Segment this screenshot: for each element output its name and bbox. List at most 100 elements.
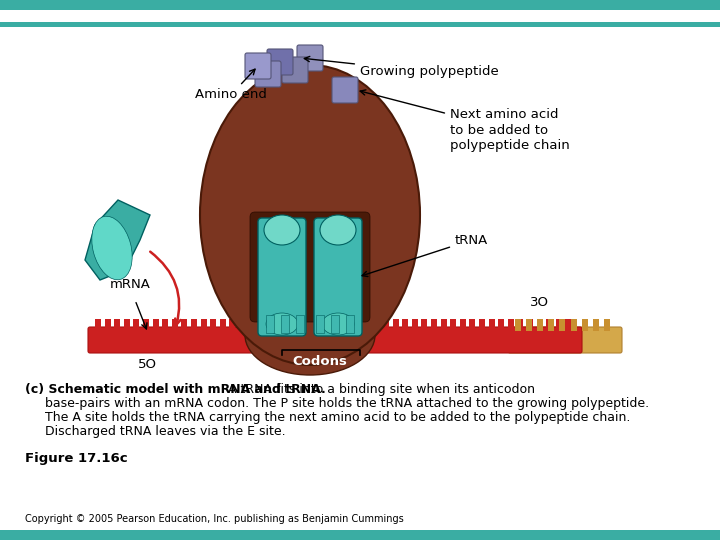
Bar	[469, 319, 475, 331]
Text: Discharged tRNA leaves via the E site.: Discharged tRNA leaves via the E site.	[45, 425, 286, 438]
FancyBboxPatch shape	[245, 53, 271, 79]
Bar	[559, 319, 565, 331]
Bar	[450, 319, 456, 331]
FancyBboxPatch shape	[508, 327, 622, 353]
Text: base-pairs with an mRNA codon. The P site holds the tRNA attached to the growing: base-pairs with an mRNA codon. The P sit…	[45, 397, 649, 410]
Bar	[412, 319, 418, 331]
Bar	[0, 22, 720, 27]
Text: tRNA: tRNA	[362, 233, 488, 276]
Bar	[537, 319, 543, 331]
Bar	[489, 319, 495, 331]
Ellipse shape	[245, 295, 375, 375]
Bar	[546, 319, 552, 331]
Bar	[549, 319, 554, 331]
Text: Amino end: Amino end	[195, 69, 267, 102]
Bar	[239, 319, 245, 331]
Text: (c) Schematic model with mRNA and tRNA.: (c) Schematic model with mRNA and tRNA.	[25, 383, 325, 396]
FancyBboxPatch shape	[297, 45, 323, 71]
Bar	[153, 319, 158, 331]
Bar	[162, 319, 168, 331]
Bar	[181, 319, 187, 331]
Bar	[277, 319, 284, 331]
Bar	[527, 319, 533, 331]
FancyBboxPatch shape	[332, 77, 358, 103]
Bar	[248, 319, 255, 331]
Bar	[316, 315, 324, 333]
Text: Figure 17.16c: Figure 17.16c	[25, 452, 127, 465]
Ellipse shape	[264, 215, 300, 245]
Bar	[392, 319, 399, 331]
Bar	[479, 319, 485, 331]
Bar	[325, 319, 331, 331]
Bar	[526, 319, 532, 331]
Text: Growing polypeptide: Growing polypeptide	[305, 56, 499, 78]
Bar	[431, 319, 437, 331]
Ellipse shape	[322, 313, 354, 335]
FancyBboxPatch shape	[88, 327, 582, 353]
Polygon shape	[85, 200, 150, 280]
Bar	[354, 319, 360, 331]
Bar	[0, 530, 720, 540]
Bar	[515, 319, 521, 331]
Bar	[297, 319, 302, 331]
Bar	[345, 319, 351, 331]
Bar	[266, 315, 274, 333]
Bar	[201, 319, 207, 331]
Bar	[306, 319, 312, 331]
Ellipse shape	[266, 313, 298, 335]
Bar	[556, 319, 562, 331]
Text: mRNA: mRNA	[110, 278, 151, 291]
Bar	[172, 319, 178, 331]
Bar	[604, 319, 610, 331]
Bar	[331, 315, 339, 333]
Bar	[316, 319, 322, 331]
Bar	[570, 319, 577, 331]
Bar	[508, 319, 514, 331]
Bar	[364, 319, 370, 331]
Bar	[268, 319, 274, 331]
Ellipse shape	[200, 65, 420, 365]
Bar	[296, 315, 304, 333]
Bar	[335, 319, 341, 331]
Bar	[287, 319, 293, 331]
Text: 5O: 5O	[138, 358, 157, 371]
Bar	[104, 319, 111, 331]
FancyBboxPatch shape	[282, 57, 308, 83]
Bar	[220, 319, 226, 331]
FancyBboxPatch shape	[255, 61, 281, 87]
Bar	[460, 319, 466, 331]
Bar	[133, 319, 140, 331]
Bar	[95, 319, 101, 331]
Bar	[191, 319, 197, 331]
Bar	[582, 319, 588, 331]
Ellipse shape	[320, 215, 356, 245]
Text: Next amino acid
to be added to
polypeptide chain: Next amino acid to be added to polypepti…	[360, 90, 570, 152]
Bar	[0, 0, 720, 10]
Bar	[258, 319, 264, 331]
Bar	[421, 319, 428, 331]
Bar	[536, 319, 543, 331]
Bar	[210, 319, 216, 331]
Bar	[124, 319, 130, 331]
Text: Codons: Codons	[292, 355, 348, 368]
FancyBboxPatch shape	[258, 218, 306, 336]
Bar	[518, 319, 523, 331]
Bar	[402, 319, 408, 331]
Bar	[498, 319, 504, 331]
Text: Copyright © 2005 Pearson Education, Inc. publishing as Benjamin Cummings: Copyright © 2005 Pearson Education, Inc.…	[25, 514, 404, 524]
Bar	[143, 319, 149, 331]
Bar	[114, 319, 120, 331]
Bar	[230, 319, 235, 331]
Bar	[374, 319, 379, 331]
Bar	[593, 319, 599, 331]
Bar	[441, 319, 446, 331]
Ellipse shape	[92, 216, 132, 280]
Text: A tRNA fits into a binding site when its anticodon: A tRNA fits into a binding site when its…	[228, 383, 535, 396]
Bar	[565, 319, 572, 331]
FancyBboxPatch shape	[314, 218, 362, 336]
FancyBboxPatch shape	[250, 212, 370, 322]
Bar	[383, 319, 389, 331]
Bar	[346, 315, 354, 333]
FancyBboxPatch shape	[267, 49, 293, 75]
Bar	[281, 315, 289, 333]
